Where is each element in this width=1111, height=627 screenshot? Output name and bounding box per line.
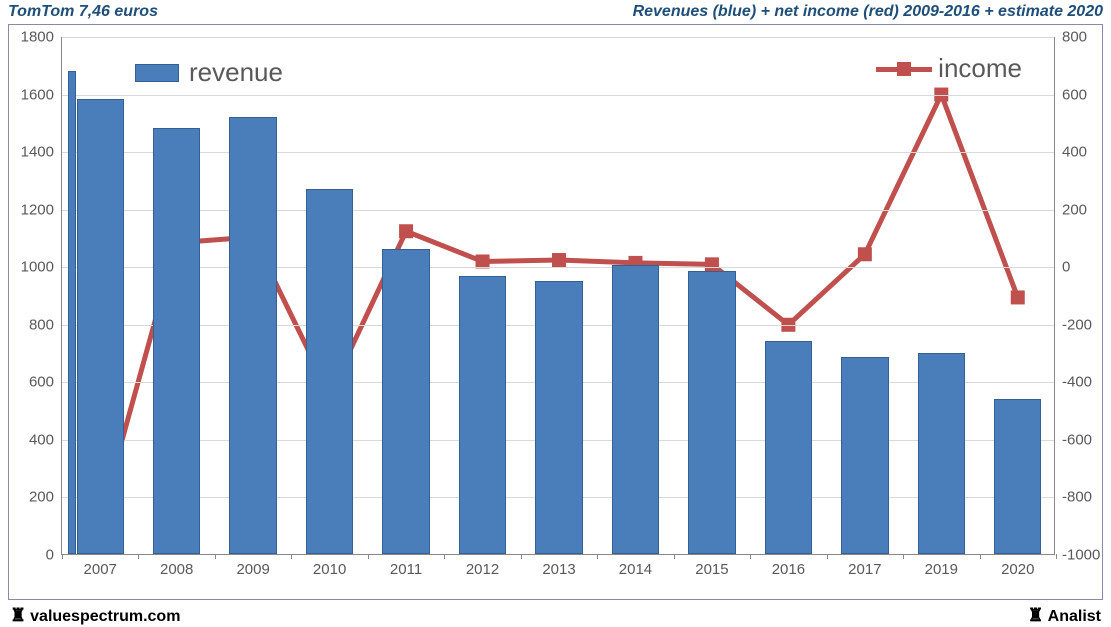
bar (68, 71, 76, 554)
x-tick-label: 2010 (313, 561, 346, 578)
x-tick-label: 2011 (390, 561, 422, 578)
grid-line (62, 152, 1054, 153)
legend-revenue-swatch (135, 64, 179, 82)
footer-right-text: Analist (1048, 608, 1101, 625)
category-tick (1056, 554, 1057, 559)
y2-tick-label: -600 (1062, 431, 1107, 448)
category-tick (903, 554, 904, 559)
chart-header: TomTom 7,46 euros Revenues (blue) + net … (0, 0, 1111, 24)
grid-line (62, 37, 1054, 38)
category-tick (521, 554, 522, 559)
category-tick (674, 554, 675, 559)
income-marker (552, 253, 566, 267)
y2-tick-label: 600 (1062, 86, 1107, 103)
x-tick-label: 2020 (1001, 561, 1034, 578)
category-tick (138, 554, 139, 559)
category-tick (597, 554, 598, 559)
category-tick (62, 554, 63, 559)
footer-left-text: valuespectrum.com (30, 608, 180, 625)
x-tick-label: 2008 (160, 561, 193, 578)
x-tick-label: 2007 (84, 561, 117, 578)
category-tick (215, 554, 216, 559)
y1-tick-label: 600 (9, 374, 54, 391)
footer-right: ♜Analist (1028, 605, 1101, 626)
rook-icon: ♜ (10, 605, 26, 625)
x-tick-label: 2015 (695, 561, 728, 578)
legend-income-marker (897, 62, 911, 76)
y2-tick-label: -1000 (1062, 547, 1107, 564)
category-tick (444, 554, 445, 559)
x-tick-label: 2014 (619, 561, 652, 578)
category-tick (980, 554, 981, 559)
grid-line (62, 95, 1054, 96)
bar (229, 117, 276, 554)
y2-tick-label: 200 (1062, 201, 1107, 218)
x-tick-label: 2017 (848, 561, 881, 578)
bar (994, 399, 1041, 554)
category-tick (368, 554, 369, 559)
y2-tick-label: -400 (1062, 374, 1107, 391)
y1-tick-label: 1000 (9, 259, 54, 276)
legend-income-sample (876, 57, 932, 81)
legend-revenue-label: revenue (189, 57, 283, 88)
y2-tick-label: 400 (1062, 144, 1107, 161)
y2-tick-label: 0 (1062, 259, 1107, 276)
category-tick (827, 554, 828, 559)
y1-tick-label: 0 (9, 547, 54, 564)
x-tick-label: 2019 (925, 561, 958, 578)
x-tick-label: 2013 (542, 561, 575, 578)
bar (612, 265, 659, 554)
y1-tick-label: 400 (9, 431, 54, 448)
grid-line (62, 210, 1054, 211)
footer-left: ♜valuespectrum.com (10, 605, 180, 626)
bar (841, 357, 888, 554)
y1-tick-label: 1600 (9, 86, 54, 103)
bar (306, 189, 353, 554)
y2-tick-label: 800 (1062, 29, 1107, 46)
title-left: TomTom 7,46 euros (8, 3, 158, 21)
chart-container: TomTom 7,46 euros Revenues (blue) + net … (0, 0, 1111, 627)
y1-tick-label: 1800 (9, 29, 54, 46)
bar (382, 249, 429, 554)
chart-frame: 020040060080010001200140016001800-1000-8… (8, 24, 1103, 600)
income-marker (705, 257, 719, 271)
plot-area: 020040060080010001200140016001800-1000-8… (61, 37, 1055, 555)
bar (918, 353, 965, 554)
bar (688, 271, 735, 554)
x-tick-label: 2012 (466, 561, 499, 578)
legend-income: income (876, 53, 1022, 84)
legend-revenue: revenue (135, 57, 283, 88)
income-marker (399, 224, 413, 238)
y1-tick-label: 800 (9, 316, 54, 333)
legend-income-label: income (938, 53, 1022, 84)
bar (459, 276, 506, 554)
category-tick (750, 554, 751, 559)
y1-tick-label: 1200 (9, 201, 54, 218)
bar (765, 341, 812, 554)
bar (77, 99, 124, 554)
y1-tick-label: 200 (9, 489, 54, 506)
income-marker (858, 247, 872, 261)
income-marker (1011, 290, 1025, 304)
x-tick-label: 2009 (236, 561, 269, 578)
bar (153, 128, 200, 554)
y2-tick-label: -200 (1062, 316, 1107, 333)
x-tick-label: 2016 (772, 561, 805, 578)
y2-tick-label: -800 (1062, 489, 1107, 506)
bar (535, 281, 582, 554)
chart-footer: ♜valuespectrum.com ♜Analist (0, 603, 1111, 627)
title-right: Revenues (blue) + net income (red) 2009-… (633, 3, 1103, 21)
y1-tick-label: 1400 (9, 144, 54, 161)
grid-line (62, 267, 1054, 268)
rook-icon: ♜ (1028, 605, 1044, 625)
category-tick (291, 554, 292, 559)
